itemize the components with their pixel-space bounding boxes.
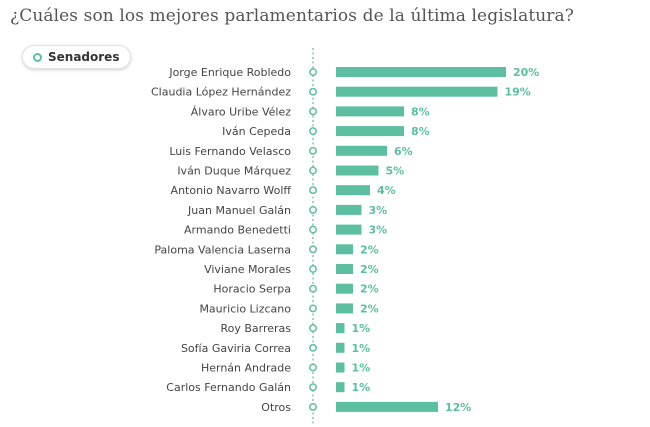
value-label: 2%	[360, 302, 379, 315]
value-label: 5%	[386, 165, 405, 178]
bar	[336, 244, 353, 255]
legend-label: Senadores	[48, 50, 120, 64]
axis-marker	[309, 284, 317, 293]
value-label: 6%	[394, 145, 413, 158]
value-label: 4%	[377, 184, 396, 197]
bar	[336, 303, 353, 314]
category-label: Claudia López Hernández	[151, 86, 291, 99]
category-label: Viviane Morales	[204, 263, 291, 276]
bar	[336, 264, 353, 274]
axis-marker	[309, 87, 317, 96]
bar	[336, 401, 438, 412]
chart-title: ¿Cuáles son los mejores parlamentarios d…	[10, 6, 574, 26]
legend-senadores[interactable]: Senadores	[22, 45, 132, 69]
value-label: 2%	[360, 283, 379, 296]
axis-marker	[309, 245, 317, 254]
bar	[336, 382, 345, 393]
category-label: Paloma Valencia Laserna	[154, 243, 291, 256]
axis-marker	[309, 402, 317, 411]
bar	[336, 204, 362, 215]
category-label: Mauricio Lizcano	[199, 302, 291, 315]
value-label: 3%	[369, 204, 388, 217]
value-label: 1%	[352, 362, 371, 375]
category-label: Roy Barreras	[220, 322, 291, 335]
axis-marker	[309, 225, 317, 234]
axis-marker	[309, 186, 317, 195]
value-label: 8%	[411, 105, 430, 118]
axis-marker	[309, 68, 317, 76]
value-label: 12%	[445, 401, 471, 414]
legend-circle-icon	[33, 52, 42, 62]
category-label: Hernán Andrade	[201, 362, 291, 375]
value-label: 20%	[513, 66, 539, 79]
bar	[336, 86, 498, 97]
value-label: 2%	[360, 243, 379, 256]
axis-marker	[309, 107, 317, 116]
bar	[336, 145, 387, 156]
bar	[336, 342, 345, 353]
category-label: Juan Manuel Galán	[187, 204, 291, 217]
axis-marker	[309, 146, 317, 155]
value-label: 3%	[369, 224, 388, 237]
axis-marker	[309, 166, 317, 175]
bar	[336, 67, 506, 77]
category-label: Jorge Enrique Robledo	[168, 66, 291, 79]
bar	[336, 323, 345, 334]
bar	[336, 106, 404, 117]
axis-marker	[309, 265, 317, 273]
category-label: Armando Benedetti	[184, 224, 291, 237]
axis-marker	[309, 383, 317, 392]
bar	[336, 362, 345, 373]
category-label: Antonio Navarro Wolff	[171, 184, 292, 197]
bar	[336, 185, 370, 196]
category-label: Iván Cepeda	[222, 125, 291, 138]
category-label: Luis Fernando Velasco	[169, 145, 291, 158]
axis-marker	[309, 324, 317, 333]
category-label: Sofía Gaviria Correa	[181, 342, 291, 355]
value-label: 1%	[352, 381, 371, 394]
bar	[336, 126, 404, 137]
value-label: 1%	[352, 322, 371, 335]
value-label: 1%	[352, 342, 371, 355]
value-label: 8%	[411, 125, 430, 138]
axis-marker	[309, 304, 317, 313]
value-label: 19%	[505, 86, 531, 99]
category-label: Horacio Serpa	[213, 283, 291, 296]
category-label: Carlos Fernando Galán	[166, 381, 291, 394]
axis-marker	[309, 363, 317, 372]
bar	[336, 165, 379, 176]
value-label: 2%	[360, 263, 379, 276]
bar	[336, 283, 353, 294]
bar	[336, 224, 362, 235]
category-label: Otros	[261, 401, 291, 414]
axis-marker	[309, 343, 317, 352]
axis-marker	[309, 205, 317, 214]
category-label: Álvaro Uribe Vélez	[191, 105, 291, 118]
axis-marker	[309, 127, 317, 136]
category-label: Iván Duque Márquez	[177, 165, 291, 178]
